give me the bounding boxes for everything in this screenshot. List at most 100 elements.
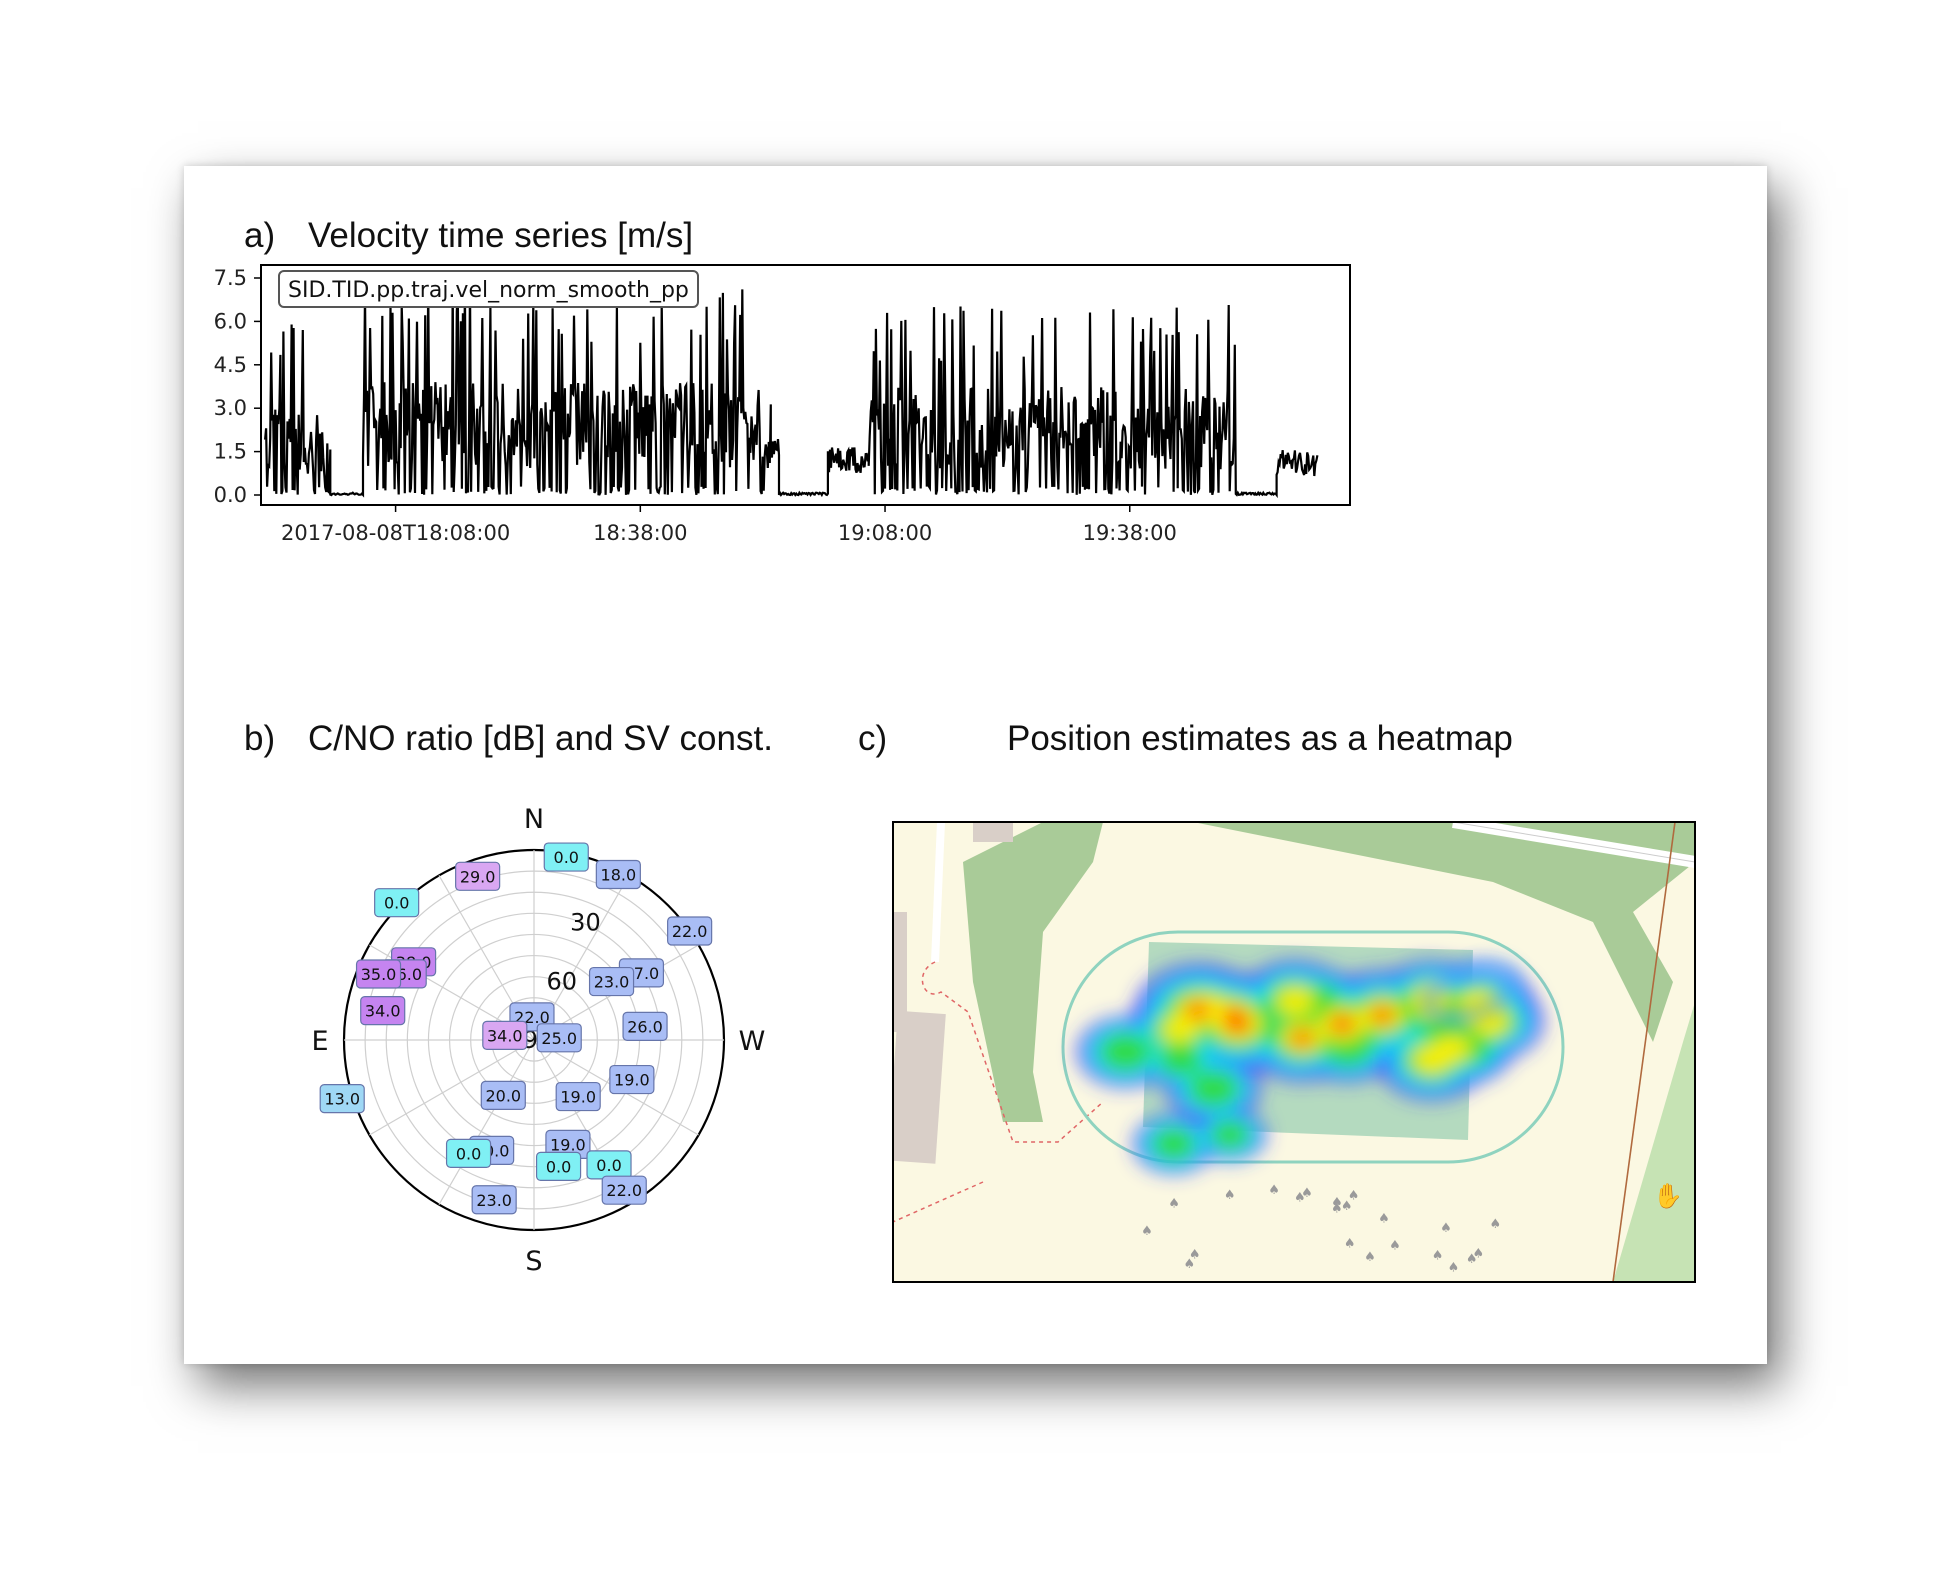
heat-blob xyxy=(1275,986,1315,1016)
heat-blob xyxy=(1132,1113,1215,1175)
heat-blob xyxy=(1171,981,1252,1041)
heat-blob xyxy=(1388,970,1472,1033)
heat-blob xyxy=(1360,999,1404,1032)
heat-blob xyxy=(1471,1007,1510,1036)
satellite-box xyxy=(455,861,501,891)
heat-blob xyxy=(1258,972,1320,1018)
satellite-box xyxy=(535,1151,582,1182)
satellite-marker: 0.0 xyxy=(543,842,589,872)
tree-icon: ♠ xyxy=(1341,1199,1353,1214)
satellite-box xyxy=(618,958,665,988)
compass-e: E xyxy=(311,1026,328,1057)
heat-blob xyxy=(1413,1002,1460,1038)
legend-box xyxy=(278,270,699,308)
satellite-marker: 27.0 xyxy=(618,958,665,988)
elevation-ring xyxy=(470,976,598,1104)
heat-blob xyxy=(1376,1018,1487,1101)
heat-blob xyxy=(1410,987,1450,1016)
heat-blob xyxy=(1394,988,1479,1052)
footway xyxy=(931,822,945,963)
heat-blob xyxy=(1257,1005,1347,1072)
compass-s: S xyxy=(525,1246,542,1277)
map-layer: ♠♠♠ ♠♠♠♠♠♠ ♠♠♠♠♠♠♠♠♠♠ ♠♠♠ xyxy=(893,822,1695,1282)
elevation-ring xyxy=(448,954,620,1126)
satellite-cn0-label: 36.0 xyxy=(386,965,422,984)
heatmap-layer xyxy=(1076,960,1545,1175)
satellite-cn0-label: 22.0 xyxy=(514,1008,550,1027)
satellite-marker: 18.0 xyxy=(595,859,641,890)
heat-blob xyxy=(1314,1013,1389,1068)
tree-icon: ♠ xyxy=(1224,1188,1236,1203)
satellite-marker: 20.0 xyxy=(480,1080,526,1110)
heat-blob xyxy=(1181,989,1242,1033)
elevation-label: 30 xyxy=(570,909,601,937)
satellite-marker: 23.0 xyxy=(471,1185,517,1215)
satellite-cn0-label: 34.0 xyxy=(365,1002,401,1021)
satellite-box xyxy=(555,1081,601,1112)
satellite-box xyxy=(586,1150,632,1180)
satellite-cn0-label: 19.0 xyxy=(550,1135,586,1154)
forest-area-north xyxy=(1193,822,1695,1042)
heat-blob xyxy=(1458,990,1499,1021)
panel-c-title: Position estimates as a heatmap xyxy=(1007,719,1513,758)
heat-blob xyxy=(1324,1020,1379,1061)
tree-icon: ♠ xyxy=(1168,1196,1180,1211)
satellite-cn0-label: 0.0 xyxy=(456,1144,481,1163)
heat-blob xyxy=(1190,994,1228,1022)
x-tick-label: 19:38:00 xyxy=(1083,521,1177,545)
heat-blob xyxy=(1293,988,1392,1061)
y-tick-label: 7.5 xyxy=(214,266,247,290)
map-background xyxy=(893,822,1695,1282)
tree-icon: ♠ xyxy=(1294,1190,1306,1205)
velocity-chart: 0.0 1.5 3.0 4.5 6.0 7.5 2017-08-08T18:08:00 18:… xyxy=(214,264,1351,545)
heat-blob xyxy=(1213,1000,1254,1031)
satellite-cn0-label: 0.0 xyxy=(596,1156,621,1175)
dashed-path xyxy=(893,961,1104,1223)
satellite-marker: 26.0 xyxy=(622,1011,668,1041)
panel-a-letter: a) xyxy=(244,216,276,255)
x-tick-label: 2017-08-08T18:08:00 xyxy=(281,521,510,545)
satellite-box xyxy=(543,842,589,872)
satellite-box xyxy=(482,1020,528,1050)
heat-blob xyxy=(1266,978,1312,1012)
tree-icon: ♠ xyxy=(1301,1186,1313,1201)
heat-blob xyxy=(1336,981,1429,1050)
satellite-marker: 13.0 xyxy=(319,1084,365,1114)
heat-blob xyxy=(1189,994,1234,1028)
heat-blob xyxy=(1156,968,1263,1048)
satellite-cn0-label: 20.0 xyxy=(474,1141,510,1160)
satellite-cn0-label: 19.0 xyxy=(614,1071,650,1090)
satellite-box xyxy=(536,1023,582,1053)
satellite-box xyxy=(469,1135,515,1165)
heat-blob xyxy=(1187,986,1289,1062)
heat-blob xyxy=(1209,1119,1251,1150)
heat-blob xyxy=(1157,1043,1203,1077)
satellite-cn0-label: 13.0 xyxy=(324,1090,360,1109)
satellite-box xyxy=(381,959,427,989)
heat-blob xyxy=(1191,983,1277,1047)
satellite-box xyxy=(609,1064,655,1095)
satellite-marker: 20.0 xyxy=(469,1135,515,1165)
heat-blob xyxy=(1223,1007,1245,1023)
satellite-cn0-label: 20.0 xyxy=(485,1086,521,1105)
heat-blob xyxy=(1192,1107,1267,1163)
satellite-cn0-label: 29.0 xyxy=(460,867,496,886)
satellite-cn0-label: 26.0 xyxy=(627,1017,663,1036)
forest-area xyxy=(963,822,1103,1122)
heat-blob xyxy=(1098,1031,1153,1073)
heat-blob xyxy=(1309,990,1378,1041)
heat-blob xyxy=(1300,1012,1395,1083)
x-tick-label: 18:38:00 xyxy=(593,521,687,545)
heat-blob xyxy=(1302,1003,1401,1077)
hand-cursor-icon[interactable]: ✋ xyxy=(1653,1182,1683,1210)
heat-blob xyxy=(1322,1028,1374,1067)
legend-label: SID.TID.pp.traj.vel_norm_smooth_pp xyxy=(288,278,689,303)
satellite-box xyxy=(588,966,635,997)
heat-blob xyxy=(1291,1030,1313,1047)
satellite-marker: 29.0 xyxy=(455,861,501,891)
heat-blob xyxy=(1320,969,1444,1061)
heat-blob xyxy=(1201,1114,1258,1156)
heat-blob xyxy=(1166,1053,1262,1124)
heat-blob xyxy=(1202,992,1266,1039)
elevation-ring xyxy=(406,912,662,1168)
